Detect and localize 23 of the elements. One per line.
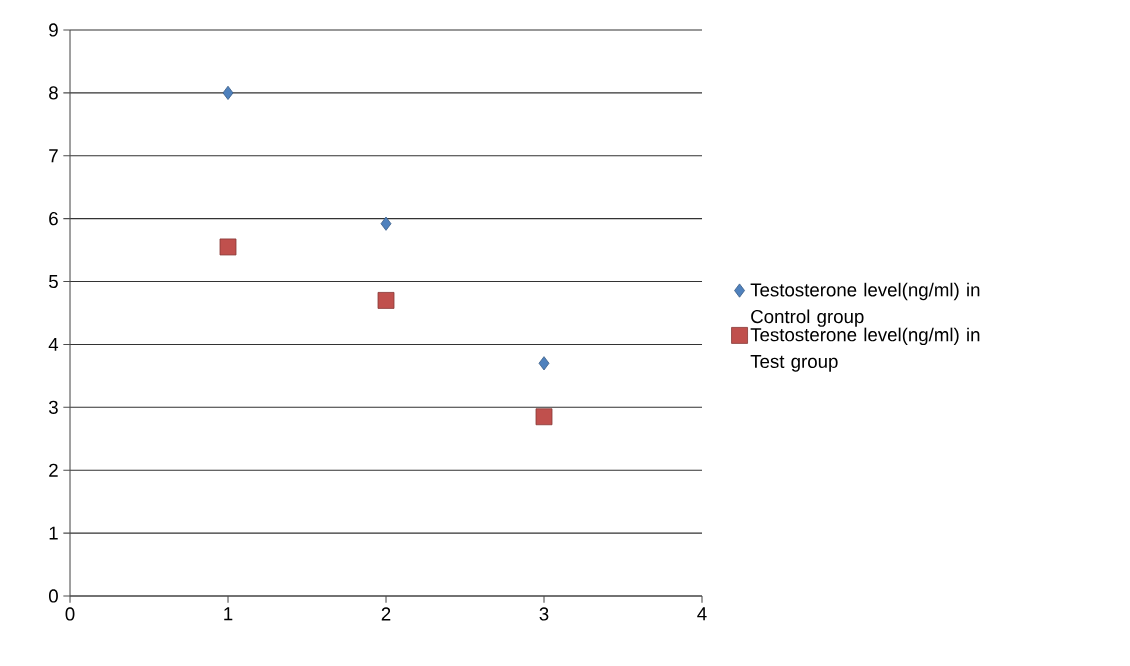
y-tick-label: 2 <box>49 463 58 477</box>
legend-label: Testosterone level(ng/ml) in Control group <box>750 282 980 327</box>
x-tick-label: 0 <box>65 607 75 621</box>
y-tick-label: 3 <box>48 400 58 414</box>
x-tick-label: 1 <box>224 607 233 621</box>
y-tick-label: 7 <box>49 149 58 163</box>
point <box>219 238 237 256</box>
x-tick-label: 2 <box>381 607 391 621</box>
y-tick-label: 6 <box>49 212 58 226</box>
legend-label: Testosterone level(ng/ml) in Test group <box>750 327 980 372</box>
y-tick-label: 0 <box>48 589 58 603</box>
point <box>377 292 395 309</box>
y-tick-label: 9 <box>49 23 58 37</box>
point <box>380 216 392 231</box>
point <box>538 356 550 371</box>
point <box>222 85 234 100</box>
y-tick-label: 8 <box>49 86 58 100</box>
x-tick-label: 4 <box>697 607 707 621</box>
x-tick-label: 3 <box>539 607 549 621</box>
y-tick-label: 4 <box>48 338 59 351</box>
y-tick-label: 1 <box>49 526 58 540</box>
y-tick-label: 5 <box>49 275 58 289</box>
point <box>535 408 553 426</box>
